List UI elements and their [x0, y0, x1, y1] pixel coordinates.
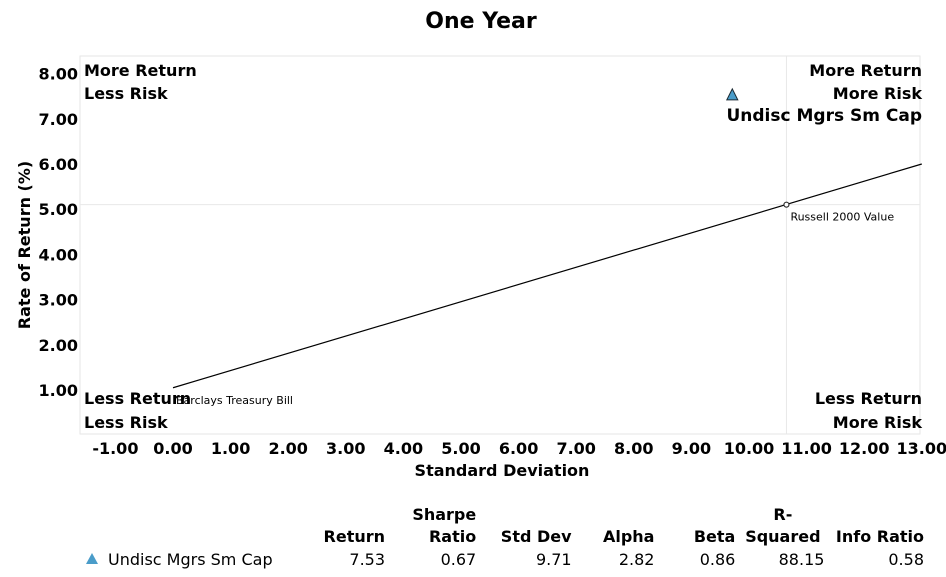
table-row: Undisc Mgrs Sm Cap 7.53 0.67 9.71 2.82 0…: [78, 548, 930, 572]
quadrant-top-left-line2: Less Risk: [84, 84, 168, 103]
plot-area: [79, 55, 921, 435]
quadrant-top-left-line1: More Return: [84, 61, 197, 80]
stats-header-beta: Beta: [693, 527, 736, 546]
stats-header-r-squared: R- Squared: [745, 505, 821, 546]
point-label-russell-2000-value: Russell 2000 Value: [790, 211, 894, 224]
x-tick-label: 9.00: [672, 439, 711, 458]
quadrant-bottom-right-line2: More Risk: [833, 413, 923, 432]
stats-cell-beta: 0.86: [699, 550, 736, 569]
stats-header-sharpe-ratio: Sharpe Ratio: [412, 505, 477, 546]
x-tick-label: -1.00: [92, 439, 138, 458]
x-tick-labels: -1.00 0.00 1.00 2.00 3.00 4.00 5.00 6.00 7.00 8.0…: [92, 439, 946, 458]
stats-cell-return: 7.53: [349, 550, 386, 569]
x-tick-label: 4.00: [384, 439, 423, 458]
data-points: Undisc Mgrs Sm Cap Russell 2000 Value Barc…: [176, 87, 922, 407]
quadrant-top-right-line2: More Risk: [833, 84, 923, 103]
point-marker-russell-2000-value: [783, 201, 790, 208]
x-axis-title: Standard Deviation: [415, 461, 590, 480]
y-tick-label: 3.00: [39, 291, 78, 310]
chart-title: One Year: [425, 9, 537, 34]
x-tick-label: 6.00: [499, 439, 538, 458]
x-tick-label: 8.00: [614, 439, 653, 458]
x-tick-label: 3.00: [326, 439, 365, 458]
x-tick-label: 0.00: [153, 439, 192, 458]
x-tick-label: 1.00: [211, 439, 250, 458]
x-tick-label: 5.00: [441, 439, 480, 458]
stats-header-row: Return Sharpe Ratio Std Dev Alpha Beta R-…: [78, 504, 930, 548]
quadrant-top-right-line1: More Return: [809, 61, 922, 80]
capital-market-line: [172, 163, 922, 389]
y-tick-label: 7.00: [39, 110, 78, 129]
quadrant-bottom-left-line2: Less Risk: [84, 413, 168, 432]
point-label-undisc-mgrs-sm-cap: Undisc Mgrs Sm Cap: [726, 106, 922, 126]
y-tick-label: 2.00: [39, 336, 78, 355]
stats-header-std-dev: Std Dev: [500, 527, 572, 546]
stats-cell-r-squared: 88.15: [778, 550, 825, 569]
y-tick-label: 4.00: [39, 245, 78, 264]
triangle-marker-icon: [86, 553, 98, 564]
quadrant-bottom-right-line1: Less Return: [815, 389, 922, 408]
x-tick-label: 2.00: [268, 439, 307, 458]
y-tick-labels: 1.00 2.00 3.00 4.00 5.00 6.00 7.00 8.00: [39, 65, 78, 400]
y-tick-label: 5.00: [39, 200, 78, 219]
stats-cell-alpha: 2.82: [618, 550, 655, 569]
x-tick-label: 13.00: [896, 439, 946, 458]
y-axis-title: Rate of Return (%): [15, 161, 34, 329]
stats-cell-info-ratio: 0.58: [888, 550, 924, 569]
stats-header-name: [78, 504, 316, 548]
stats-header-alpha: Alpha: [602, 527, 655, 546]
stats-header-info-ratio: Info Ratio: [835, 527, 924, 546]
stats-cell-std-dev: 9.71: [535, 550, 572, 569]
stats-header-return: Return: [323, 527, 386, 546]
x-tick-label: 7.00: [556, 439, 595, 458]
x-tick-label: 10.00: [724, 439, 775, 458]
x-tick-label: 11.00: [781, 439, 832, 458]
y-tick-label: 1.00: [39, 381, 78, 400]
risk-return-chart: One Year -1.00 0.00 1.00 2.00 3.00 4.00 5.00 6.…: [15, 9, 946, 480]
statistics-table: Return Sharpe Ratio Std Dev Alpha Beta R-…: [78, 504, 930, 572]
stats-row-name: Undisc Mgrs Sm Cap: [78, 548, 316, 572]
stats-cell-sharpe-ratio: 0.67: [440, 550, 477, 569]
y-tick-label: 8.00: [39, 65, 78, 84]
y-tick-label: 6.00: [39, 155, 78, 174]
x-tick-label: 12.00: [839, 439, 890, 458]
quadrant-bottom-left-line1: Less Return: [84, 389, 191, 408]
point-marker-undisc-mgrs-sm-cap: [725, 87, 739, 101]
point-label-barclays-treasury-bill: Barclays Treasury Bill: [176, 394, 293, 407]
